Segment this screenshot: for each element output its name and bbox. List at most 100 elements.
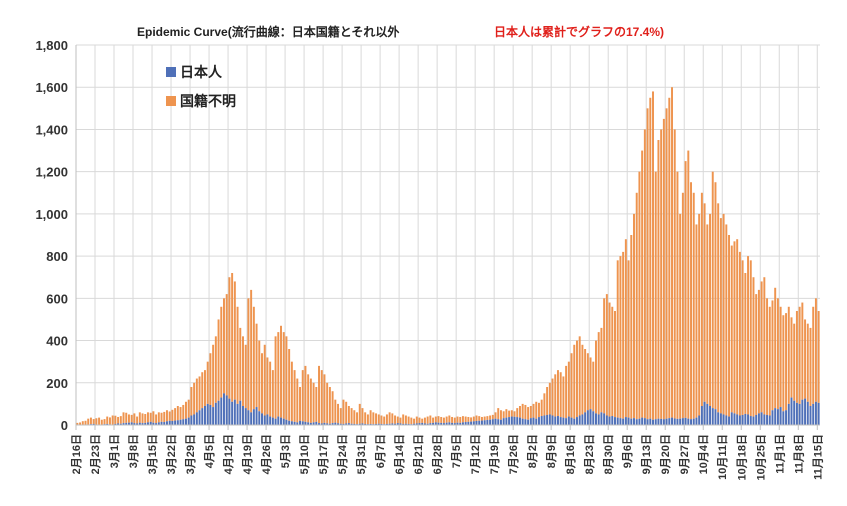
bar-unknown <box>215 336 217 403</box>
x-tick-label: 11月8日 <box>792 434 805 474</box>
bar-japanese <box>736 414 738 425</box>
bar-unknown <box>258 341 260 412</box>
bar-japanese <box>226 395 228 425</box>
bar-unknown <box>723 214 725 415</box>
bar-japanese <box>568 417 570 425</box>
bar-unknown <box>628 260 630 417</box>
bar-japanese <box>188 418 190 425</box>
bar-unknown <box>264 345 266 416</box>
bar-japanese <box>657 419 659 425</box>
bar-unknown <box>228 277 230 398</box>
bar-japanese <box>283 419 285 425</box>
x-tick-label: 7月12日 <box>469 434 482 474</box>
bar-unknown <box>410 418 412 425</box>
bar-unknown <box>269 362 271 417</box>
bar-japanese <box>500 420 502 425</box>
bar-japanese <box>638 419 640 425</box>
bar-unknown <box>432 418 434 423</box>
x-tick-label: 11月15日 <box>811 434 824 480</box>
bar-japanese <box>769 416 771 426</box>
bar-unknown <box>247 298 249 410</box>
bar-unknown <box>747 256 749 414</box>
bar-unknown <box>185 402 187 419</box>
bar-unknown <box>299 387 301 421</box>
bar-unknown <box>690 182 692 419</box>
bar-unknown <box>125 413 127 423</box>
bar-unknown <box>785 313 787 410</box>
x-tick-label: 9月6日 <box>621 434 634 468</box>
bar-unknown <box>807 324 809 402</box>
x-tick-label: 4月19日 <box>241 434 254 474</box>
bar-unknown <box>152 411 154 422</box>
bar-unknown <box>668 98 670 418</box>
bar-unknown <box>117 417 119 423</box>
bar-unknown <box>736 239 738 414</box>
bar-japanese <box>256 407 258 425</box>
bar-japanese <box>712 408 714 425</box>
bar-japanese <box>234 400 236 425</box>
bar-unknown <box>541 400 543 416</box>
chart-title-main: Epidemic Curve(流行曲線：日本国籍とそれ以外 <box>137 24 399 39</box>
bar-japanese <box>503 418 505 425</box>
x-tick-label: 6月28日 <box>431 434 444 474</box>
bar-unknown <box>87 419 89 425</box>
bar-unknown <box>150 413 152 422</box>
bar-unknown <box>687 151 689 419</box>
bar-japanese <box>215 403 217 425</box>
bar-unknown <box>793 324 795 401</box>
bar-japanese <box>541 416 543 425</box>
bar-japanese <box>720 413 722 425</box>
bar-japanese <box>690 419 692 425</box>
x-tick-label: 5月3日 <box>279 434 292 468</box>
bar-unknown <box>408 417 410 424</box>
bar-japanese <box>571 418 573 425</box>
bar-japanese <box>581 414 583 425</box>
bar-japanese <box>196 412 198 425</box>
bar-unknown <box>538 403 540 417</box>
bar-unknown <box>180 407 182 420</box>
bar-japanese <box>199 410 201 425</box>
bar-unknown <box>641 151 643 418</box>
bar-unknown <box>106 417 108 424</box>
x-tick-label: 7月5日 <box>450 434 463 468</box>
bar-japanese <box>201 408 203 425</box>
bar-japanese <box>679 419 681 425</box>
x-tick-label: 3月8日 <box>127 434 140 468</box>
bar-unknown <box>196 379 198 413</box>
bar-unknown <box>378 414 380 423</box>
bar-unknown <box>427 417 429 424</box>
legend-label-unknown: 国籍不明 <box>180 93 236 109</box>
bar-unknown <box>142 413 144 423</box>
bar-unknown <box>769 307 771 416</box>
bar-japanese <box>180 420 182 425</box>
bar-unknown <box>766 298 768 415</box>
bar-japanese <box>543 416 545 426</box>
bar-japanese <box>747 414 749 425</box>
x-tick-label: 9月13日 <box>640 434 653 474</box>
bar-japanese <box>796 403 798 425</box>
bar-japanese <box>695 418 697 425</box>
bar-japanese <box>685 418 687 425</box>
bar-unknown <box>307 374 309 422</box>
bar-japanese <box>666 419 668 425</box>
x-tick-label: 2月23日 <box>89 434 102 474</box>
bar-unknown <box>666 108 668 418</box>
bar-japanese <box>625 417 627 425</box>
bar-japanese <box>785 410 787 425</box>
bar-unknown <box>611 307 613 416</box>
bar-unknown <box>158 412 160 422</box>
bar-unknown <box>443 418 445 423</box>
bar-unknown <box>470 417 472 421</box>
bar-japanese <box>546 415 548 425</box>
bar-japanese <box>750 416 752 425</box>
bar-japanese <box>258 411 260 425</box>
bar-unknown <box>291 362 293 422</box>
bar-japanese <box>592 411 594 425</box>
bar-unknown <box>220 307 222 398</box>
bar-japanese <box>652 420 654 425</box>
x-tick-label: 5月31日 <box>355 434 368 474</box>
bar-japanese <box>253 409 255 425</box>
bar-unknown <box>657 140 659 419</box>
bar-japanese <box>302 421 304 425</box>
